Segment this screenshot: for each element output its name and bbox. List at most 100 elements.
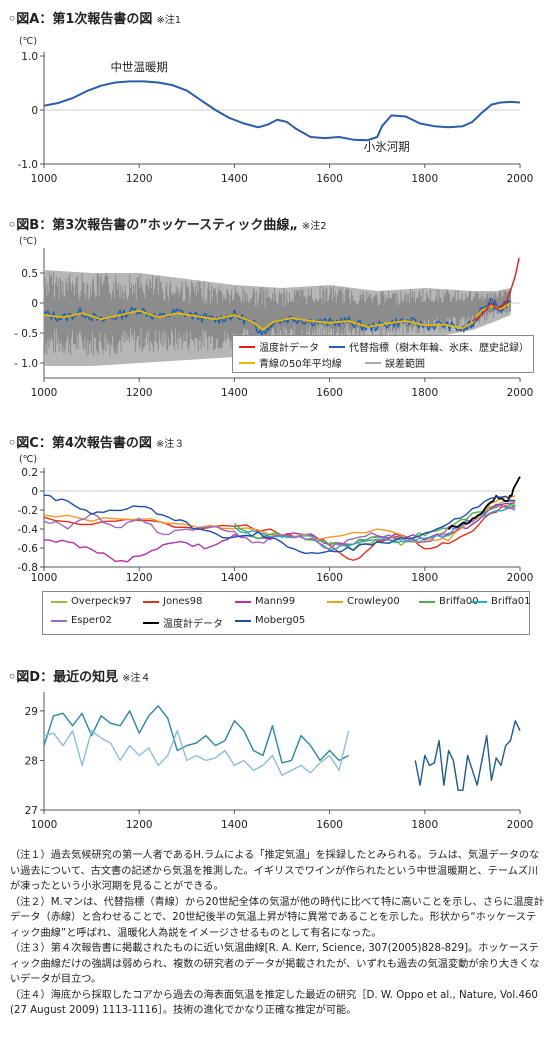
x-tick-label: 2000 xyxy=(507,572,534,584)
legend-c-label-mann99: Mann99 xyxy=(255,596,296,607)
x-tick-label: 1200 xyxy=(126,173,153,185)
y-tick-label: -0.2 xyxy=(18,505,39,517)
y-tick-label: 29 xyxy=(25,706,38,718)
y-tick-label: -1.0 xyxy=(18,159,39,171)
legend-b-swatch-proxy xyxy=(329,345,345,348)
y-tick-label: 1.0 xyxy=(21,51,38,63)
x-tick-label: 1400 xyxy=(221,819,248,831)
legend-c-label-moberg05: Moberg05 xyxy=(255,615,306,626)
legend-b-swatch-thermometer xyxy=(239,345,255,348)
x-tick-label: 1600 xyxy=(316,572,343,584)
legend-c-label-thermometer: 温度計データ xyxy=(163,619,223,630)
y-tick-label: 0.5 xyxy=(21,268,38,280)
x-tick-label: 1800 xyxy=(411,572,438,584)
x-tick-label: 1600 xyxy=(316,387,343,399)
x-tick-label: 1600 xyxy=(316,819,343,831)
legend-c-label-jones98: Jones98 xyxy=(163,596,203,607)
legend-b-swatch-average xyxy=(239,361,255,364)
legend-c-item-briffa01: Briffa01 xyxy=(471,596,531,607)
legend-b-item-thermometer: 温度計データ xyxy=(239,339,319,354)
y-tick-label: -0.8 xyxy=(18,562,39,574)
chart-b-series--2 xyxy=(472,257,520,322)
legend-b-label-proxy: 代替指標（樹木年輪、氷床、歴史記録） xyxy=(349,343,529,354)
panel-d-title-text: ◦図D：最近の知見 xyxy=(8,670,119,685)
legend-c-label-crowley00: Crowley00 xyxy=(347,596,400,607)
panel-d-title: ◦図D：最近の知見 ※注４ xyxy=(8,666,151,685)
chart-a-series-0-0 xyxy=(43,80,521,142)
x-tick-label: 1800 xyxy=(411,387,438,399)
y-tick-label: 0 xyxy=(31,105,38,117)
panel-a-title: ◦図A：第1次報告書の図 ※注1 xyxy=(8,8,181,27)
panel-c-title: ◦図C：第4次報告書の図 ※注３ xyxy=(8,432,184,451)
chart-d-series-2-2 xyxy=(414,720,521,791)
legend-b-label-uncertainty: 誤差範囲 xyxy=(385,359,425,370)
footnote-2: （注２）M.マンは、代替指標（青線）から20世紀全体の気温が他の時代に比べて特に… xyxy=(10,896,544,939)
legend-b-item-proxy: 代替指標（樹木年輪、氷床、歴史記録） xyxy=(329,339,529,354)
panel-b-title: ◦図B：第3次報告書の”ホッケースティック曲線„ ※注2 xyxy=(8,214,327,233)
legend-c-swatch-briffa01 xyxy=(471,600,487,603)
annotation-label: 小氷河期 xyxy=(364,140,410,154)
x-tick-label: 1600 xyxy=(316,173,343,185)
panel-b-note: ※注2 xyxy=(301,221,327,232)
x-tick-label: 2000 xyxy=(507,173,534,185)
legend-c-label-esper02: Esper02 xyxy=(71,615,112,626)
y-tick-label: 0 xyxy=(31,298,38,310)
chart-b-series-50-1 xyxy=(43,302,511,331)
legend-c-label-overpeck97: Overpeck97 xyxy=(71,596,132,607)
annotation-label: 中世温暖期 xyxy=(110,60,168,74)
legend-b-label-thermometer: 温度計データ xyxy=(259,343,319,354)
legend-c-swatch-overpeck97 xyxy=(51,600,67,603)
footnote-1: （注１）過去気候研究の第一人者であるH.ラムによる「推定気温」を採録したとみられ… xyxy=(10,850,540,892)
x-tick-label: 1000 xyxy=(31,819,58,831)
unit-label: (℃) xyxy=(19,236,37,247)
x-tick-label: 1400 xyxy=(221,173,248,185)
panel-c-title-text: ◦図C：第4次報告書の図 xyxy=(8,436,152,451)
x-tick-label: 1400 xyxy=(221,387,248,399)
footnote-4: （注４）海底から採取したコアから過去の海表面気温を推定した最近の研究［D. W.… xyxy=(10,989,538,1017)
panel-c-note: ※注３ xyxy=(155,439,185,450)
legend-c-swatch-esper02 xyxy=(51,619,67,622)
legend-c: Overpeck97 Jones98 Mann99 Crowley00 Brif… xyxy=(42,591,531,635)
legend-c-swatch-briffa00 xyxy=(419,600,435,603)
x-tick-label: 2000 xyxy=(507,387,534,399)
x-tick-label: 1800 xyxy=(411,173,438,185)
y-tick-label: - 1.0 xyxy=(14,358,38,370)
x-tick-label: 1200 xyxy=(126,572,153,584)
legend-b-item-average: 青線の50年平均線 xyxy=(239,355,342,370)
chart-d-series-0-0 xyxy=(43,705,349,764)
legend-b-swatch-uncertainty xyxy=(365,361,381,364)
legend-c-item-overpeck97: Overpeck97 xyxy=(51,596,132,607)
legend-b: 温度計データ 代替指標（樹木年輪、氷床、歴史記録） 青線の50年平均線 誤差範囲 xyxy=(232,335,534,373)
chart-d: 29 28 27 1000 1200 1400 1600 1800 2000 xyxy=(25,692,533,831)
x-tick-label: 1000 xyxy=(31,572,58,584)
x-tick-label: 1800 xyxy=(411,819,438,831)
footnotes: （注１）過去気候研究の第一人者であるH.ラムによる「推定気温」を採録したとみられ… xyxy=(10,848,544,1019)
panel-a-title-text: ◦図A：第1次報告書の図 xyxy=(8,12,153,27)
x-tick-label: 1400 xyxy=(221,572,248,584)
footnote-3: （注３）第４次報告書に掲載されたものに近い気温曲線[R. A. Kerr, Sc… xyxy=(10,943,540,985)
chart-c-series-esper02-6 xyxy=(43,504,516,550)
x-tick-label: 1000 xyxy=(31,173,58,185)
legend-c-swatch-mann99 xyxy=(235,600,251,603)
unit-label: (℃) xyxy=(19,454,37,465)
legend-c-swatch-crowley00 xyxy=(327,600,343,603)
y-tick-label: 28 xyxy=(25,755,38,767)
legend-c-swatch-moberg05 xyxy=(235,619,251,622)
legend-c-item-briffa00: Briffa00 xyxy=(419,596,479,607)
y-tick-label: 0.2 xyxy=(21,467,38,479)
chart-c-series-moberg05-8 xyxy=(43,494,516,555)
chart-b: 0.5 0 - 0.5 - 1.0 1000 1200 1400 1600 1800 2000 (℃… xyxy=(14,236,534,399)
legend-c-item-crowley00: Crowley00 xyxy=(327,596,400,607)
panel-d-note: ※注４ xyxy=(122,673,151,684)
legend-c-item-moberg05: Moberg05 xyxy=(235,615,305,626)
y-tick-label: -0.4 xyxy=(18,524,39,536)
legend-c-item-jones98: Jones98 xyxy=(143,596,203,607)
legend-c-swatch-jones98 xyxy=(143,600,159,603)
x-tick-label: 1200 xyxy=(126,387,153,399)
legend-c-item-esper02: Esper02 xyxy=(51,615,112,626)
x-tick-label: 1200 xyxy=(126,819,153,831)
legend-c-label-briffa01: Briffa01 xyxy=(491,596,531,607)
chart-a: 1.0 0 -1.0 1000 1200 1400 1600 1800 2000 (℃) 中世温暖期… xyxy=(18,36,534,185)
legend-c-swatch-thermometer xyxy=(143,621,159,624)
